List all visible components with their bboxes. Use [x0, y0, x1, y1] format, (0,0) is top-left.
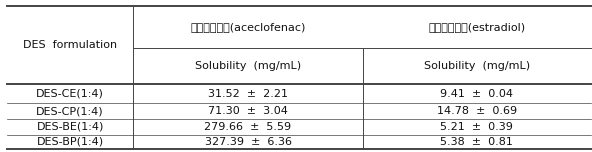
Text: 71.30  ±  3.04: 71.30 ± 3.04 [208, 106, 288, 116]
Text: 279.66  ±  5.59: 279.66 ± 5.59 [204, 122, 292, 132]
Text: DES-BP(1:4): DES-BP(1:4) [37, 137, 104, 147]
Text: DES-CE(1:4): DES-CE(1:4) [36, 89, 104, 99]
Text: 327.39  ±  6.36: 327.39 ± 6.36 [205, 137, 291, 147]
Text: 5.38  ±  0.81: 5.38 ± 0.81 [440, 137, 513, 147]
Text: 14.78  ±  0.69: 14.78 ± 0.69 [437, 106, 517, 116]
Text: DES-BE(1:4): DES-BE(1:4) [37, 122, 104, 132]
Text: 에스트라디옴(estradiol): 에스트라디옴(estradiol) [428, 22, 526, 32]
Text: Solubility  (mg/mL): Solubility (mg/mL) [195, 61, 301, 71]
Text: 9.41  ±  0.04: 9.41 ± 0.04 [440, 89, 513, 99]
Text: DES-CP(1:4): DES-CP(1:4) [36, 106, 104, 116]
Text: Solubility  (mg/mL): Solubility (mg/mL) [424, 61, 530, 71]
Text: 5.21  ±  0.39: 5.21 ± 0.39 [440, 122, 513, 132]
Text: 아세클로페낙(aceclofenac): 아세클로페낙(aceclofenac) [191, 22, 305, 32]
Text: 31.52  ±  2.21: 31.52 ± 2.21 [208, 89, 288, 99]
Text: DES  formulation: DES formulation [23, 40, 117, 50]
